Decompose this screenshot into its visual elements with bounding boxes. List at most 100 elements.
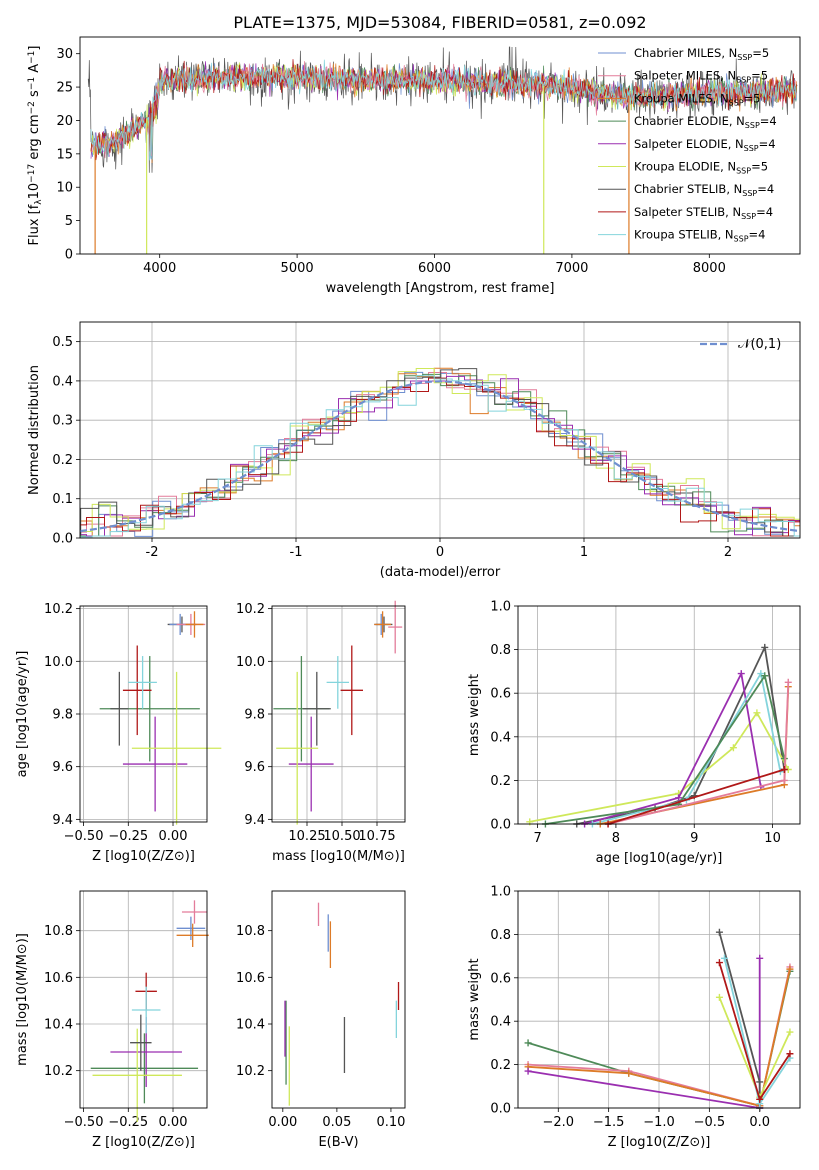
legend-label: Salpeter ELODIE, NSSP=4 (634, 137, 776, 153)
data-point (374, 611, 391, 638)
x-tick-label: −0.50 (64, 829, 104, 844)
figure-title: PLATE=1375, MJD=53084, FIBERID=0581, z=0… (233, 13, 646, 32)
data-point (90, 1033, 199, 1104)
data-point (176, 923, 209, 947)
legend-sub: SSP (736, 76, 751, 85)
x-tick-label: −0.25 (108, 1115, 148, 1130)
data-point (122, 716, 188, 812)
y-axis-label: mass weight (467, 674, 482, 756)
x-tick-label: -1 (290, 545, 303, 560)
weight-marker (729, 744, 737, 752)
y-tick-label: 0.1 (52, 492, 73, 507)
label-part: −17 (27, 164, 37, 183)
y-tick-label: 1.0 (490, 600, 511, 615)
y-tick-label: 0.0 (490, 818, 511, 833)
weight-marker (786, 1050, 794, 1058)
weight-line (607, 768, 785, 825)
legend-label: Chabrier MILES, NSSP=5 (634, 46, 769, 62)
y-tick-label: 10.6 (44, 971, 73, 986)
legend-text: Salpeter STELIB, N (634, 205, 741, 219)
weight-marker (675, 794, 683, 802)
legend-sub: SSP (736, 167, 751, 176)
legend-text: Chabrier MILES, N (634, 46, 737, 60)
x-tick-label: −2.0 (542, 1115, 574, 1130)
data-point (288, 716, 334, 812)
weight-marker (715, 993, 723, 1001)
x-tick-label: 0.0 (749, 1115, 770, 1130)
axes-frame (79, 605, 208, 823)
mass-vs-metallicity-panel: −0.50 −0.25 0.00 10.2 10.4 10.6 10.8 Z [log10(Z… (15, 890, 209, 1150)
data-point (388, 600, 403, 654)
y-tick-label: 0.2 (490, 1058, 511, 1073)
y-tick-label: 0.4 (52, 374, 73, 389)
y-tick-label: 9.8 (244, 708, 265, 723)
histogram-series (80, 368, 800, 532)
weight-marker (524, 1067, 532, 1075)
weight-marker (780, 776, 788, 784)
axes-frame (79, 36, 801, 255)
y-tick-label: 10.2 (236, 1064, 265, 1079)
weight-line (528, 968, 791, 1107)
weight-marker (757, 670, 765, 678)
x-tick-label: 7 (533, 831, 541, 846)
legend-text: Kroupa STELIB, N (634, 228, 734, 242)
x-tick-label: −0.25 (108, 829, 148, 844)
y-axis-label: Flux [fλ10−17 erg cm−2 s−1 A−1] (27, 46, 44, 246)
x-tick-label: −0.50 (64, 1115, 104, 1130)
data-point (92, 1028, 182, 1122)
label-part: s (27, 90, 42, 101)
x-tick-label: 2 (724, 545, 732, 560)
x-tick-label: 7000 (555, 261, 588, 276)
age-vs-metallicity-panel: −0.50 −0.25 0.00 9.4 9.6 9.8 10.0 10.2 Z [log10(… (15, 602, 222, 864)
data-point (131, 671, 222, 825)
x-tick-label: 10.50 (323, 829, 360, 844)
y-tick-label: 9.6 (244, 760, 265, 775)
axes-frame (79, 321, 801, 539)
legend-label: Salpeter MILES, NSSP=5 (634, 69, 768, 85)
y-axis-label: mass weight (467, 958, 482, 1040)
legend-sub: SSP (741, 212, 756, 221)
weight-marker (761, 672, 769, 680)
y-tick-label: 10.8 (236, 924, 265, 939)
y-tick-label: 0.6 (490, 687, 511, 702)
legend-text: Salpeter MILES, N (634, 69, 736, 83)
x-axis-label: wavelength [Angstrom, rest frame] (326, 281, 555, 296)
y-tick-label: 10.2 (44, 602, 73, 617)
x-tick-label: 9 (690, 831, 698, 846)
y-tick-label: 15 (56, 147, 73, 162)
spectrum-line (87, 46, 798, 173)
y-tick-label: 0.2 (490, 774, 511, 789)
legend-text: Chabrier STELIB, N (634, 182, 742, 196)
legend-label: Chabrier STELIB, NSSP=4 (634, 182, 774, 198)
label-part: erg cm (27, 114, 42, 163)
label-part: −2 (27, 101, 37, 114)
x-tick-label: 10 (764, 831, 781, 846)
y-tick-label: 10.6 (236, 971, 265, 986)
y-tick-label: 9.8 (52, 708, 73, 723)
legend-text: Kroupa ELODIE, N (634, 160, 736, 174)
label-part: −1 (27, 77, 37, 90)
x-tick-label: 0.05 (322, 1115, 351, 1130)
y-tick-label: 0.0 (490, 1102, 511, 1117)
label-part: A (27, 64, 42, 77)
y-tick-label: 0.8 (490, 643, 511, 658)
x-tick-label: 0.10 (376, 1115, 405, 1130)
histogram-series (80, 368, 800, 537)
data-point (131, 986, 161, 1034)
label-part: ] (27, 46, 42, 51)
legend-text: Salpeter ELODIE, N (634, 137, 744, 151)
data-point (130, 1014, 152, 1071)
normal-curve (80, 380, 800, 533)
label-part: λ (34, 199, 44, 205)
y-tick-label: 25 (56, 81, 73, 96)
legend-value: =4 (760, 114, 777, 128)
y-tick-label: 0.8 (490, 928, 511, 943)
legend-label: Kroupa ELODIE, NSSP=5 (634, 160, 768, 176)
legend-value: =5 (751, 69, 768, 83)
residuals-panel: -2 -1 0 1 2 0.0 0.1 0.2 0.3 0.4 0.5 (data-model)/er… (27, 321, 801, 580)
weight-marker (715, 928, 723, 936)
y-tick-label: 0.4 (490, 730, 511, 745)
y-tick-label: 10.0 (236, 655, 265, 670)
weight-vs-age-panel: 7 8 9 10 0.0 0.2 0.4 0.6 0.8 1.0 age [log10(age/yr… (467, 600, 801, 866)
